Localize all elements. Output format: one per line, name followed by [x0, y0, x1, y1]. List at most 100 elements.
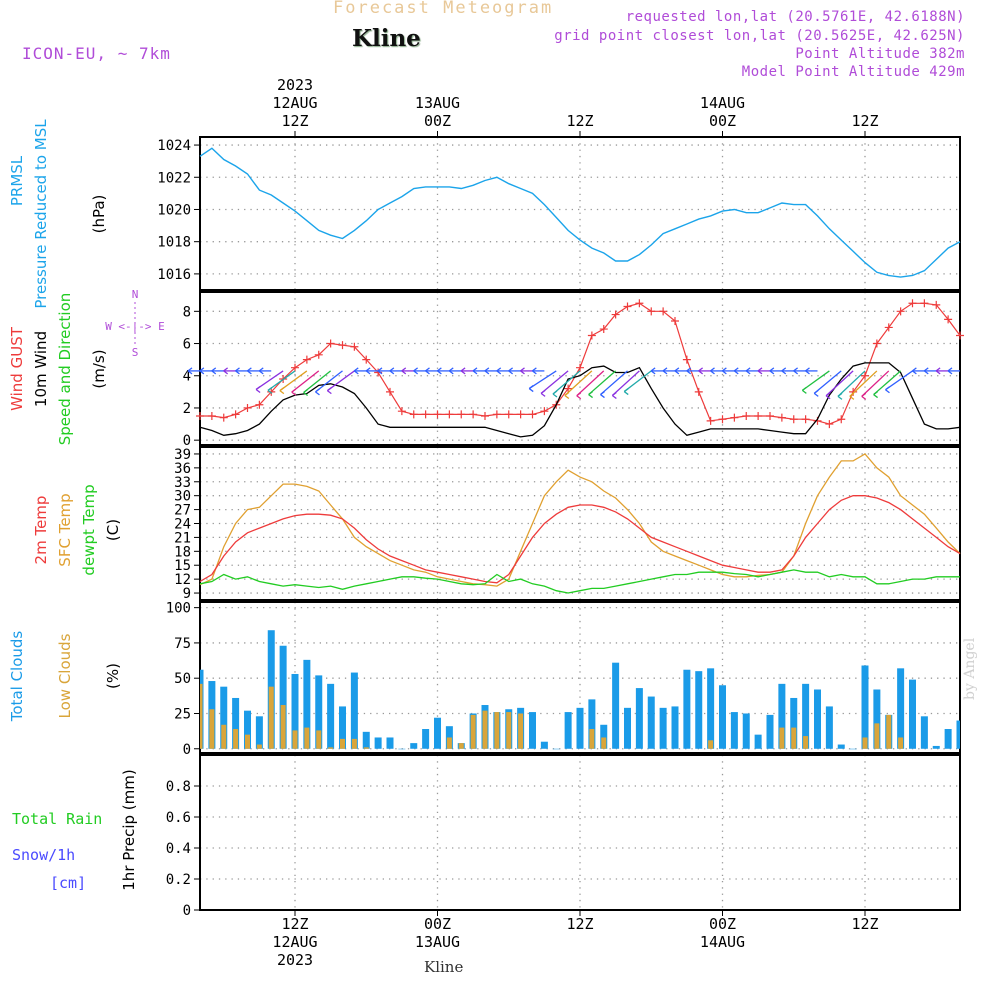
bottom-time-label: 12AUG — [272, 933, 317, 951]
total-cloud-bar — [350, 672, 358, 749]
low-cloud-bar — [518, 713, 524, 749]
total-cloud-bar — [612, 662, 620, 749]
total-cloud-bar — [695, 671, 703, 749]
gust-marker — [682, 355, 691, 364]
temperature-ytick-label: 39 — [174, 447, 191, 463]
wind-arrow-head — [873, 391, 879, 399]
low-cloud-bar — [292, 730, 298, 749]
low-cloud-bar — [351, 738, 357, 749]
wind-arrow-head — [710, 367, 715, 375]
gust-marker — [409, 410, 418, 419]
wind-arrow-head — [520, 367, 525, 375]
low-cloud-bar — [209, 709, 215, 749]
total-cloud-bar — [398, 748, 406, 750]
clouds-ytick-label: 0 — [183, 742, 191, 758]
wind-arrow — [564, 370, 593, 396]
total-cloud-bar — [244, 710, 251, 749]
total-cloud-bar — [362, 731, 370, 749]
location-title: Kline — [352, 25, 421, 52]
gust-marker — [587, 331, 596, 340]
clouds-ytick-label: 50 — [174, 671, 191, 687]
pressure-ytick-label: 1016 — [157, 267, 191, 283]
total-cloud-bar — [303, 659, 311, 749]
total-cloud-bar — [683, 669, 691, 749]
wind-arrow-head — [885, 386, 890, 394]
total-cloud-bar — [730, 712, 738, 749]
bottom-time-label: 12Z — [281, 915, 308, 933]
wind-arrow-head — [258, 367, 264, 375]
wind-arrow-head — [686, 367, 692, 375]
bottom-time-label: 14AUG — [700, 933, 745, 951]
gust-marker — [920, 299, 929, 308]
total-cloud-bar — [920, 716, 928, 749]
gust-marker — [243, 403, 252, 412]
precip-frame — [199, 754, 961, 911]
dewpt-line — [199, 569, 960, 594]
wind-ytick-label: 0 — [183, 433, 191, 449]
grid-point-coordinates: grid point closest lon,lat (20.5625E, 42… — [554, 28, 965, 44]
gust-marker — [825, 420, 834, 429]
wind-arrow — [540, 370, 569, 394]
wind-arrow-head — [460, 367, 466, 375]
wind-arrow-head — [315, 388, 320, 396]
wind-arrow-head — [303, 388, 309, 396]
wind-arrow-head — [425, 367, 430, 375]
wind-arrow-head — [279, 387, 285, 395]
gust-marker — [457, 410, 466, 419]
total-cloud-bar — [529, 712, 536, 749]
total-cloud-bar — [659, 707, 667, 749]
total-cloud-bar — [564, 712, 572, 749]
top-time-label: 14AUG — [700, 94, 745, 112]
low-cloud-bar — [316, 730, 322, 749]
total-cloud-bar — [671, 706, 679, 749]
wind-arrow-head — [769, 367, 775, 375]
wind-arrow-head — [611, 391, 617, 399]
temp-unit: (C) — [104, 519, 122, 541]
gust-marker — [623, 302, 632, 311]
total-cloud-bar — [814, 689, 821, 749]
gust-marker — [302, 355, 311, 364]
gust-marker — [196, 412, 204, 421]
gust-marker — [481, 412, 489, 421]
wind-arrow-head — [448, 367, 454, 375]
wind-arrow-head — [436, 367, 442, 375]
wind-arrow — [279, 370, 308, 392]
gust-marker — [314, 350, 323, 359]
wind-arrow-head — [413, 367, 419, 375]
low-cloud-bar — [446, 737, 452, 749]
total-cloud-bar — [802, 683, 810, 749]
top-time-label: 2023 — [277, 76, 313, 94]
compass-axis: W <-|-> E — [105, 320, 165, 333]
gust-marker — [362, 355, 371, 364]
wind-arrow-head — [745, 367, 751, 375]
wind-arrow-head — [508, 367, 514, 375]
total-cloud-bar — [220, 686, 228, 749]
precip-ytick-label: 0.4 — [166, 841, 191, 857]
wind-arrow-head — [496, 367, 502, 375]
gust-marker — [956, 331, 964, 340]
top-time-label: 13AUG — [415, 94, 460, 112]
total-cloud-bar — [837, 744, 845, 749]
low-cloud-bar — [280, 705, 286, 749]
gust-marker — [611, 310, 620, 319]
wind-arrow-head — [246, 367, 252, 375]
wind-arrow-head — [531, 367, 537, 375]
low-cloud-bar — [458, 743, 464, 749]
wind-label: 10m Wind — [32, 331, 50, 407]
gust-marker — [908, 299, 917, 308]
low-cloud-bar — [874, 723, 880, 749]
gust-marker — [576, 363, 584, 372]
gust-marker — [255, 400, 264, 409]
pressure-sublabel: Pressure Reduced to MSL — [32, 119, 50, 309]
gust-marker — [386, 387, 394, 396]
low-cloud-bar — [506, 712, 512, 749]
wind-unit: (m/s) — [90, 349, 108, 388]
wind-arrow — [600, 370, 628, 396]
temperature-ytick-label: 27 — [174, 503, 191, 519]
gust-marker — [932, 300, 941, 309]
low-cloud-bar — [200, 683, 203, 749]
wind-arrow — [611, 370, 640, 396]
gust-marker — [219, 413, 228, 422]
total-cloud-bar — [552, 748, 560, 750]
bottom-time-label: 00Z — [424, 915, 451, 933]
